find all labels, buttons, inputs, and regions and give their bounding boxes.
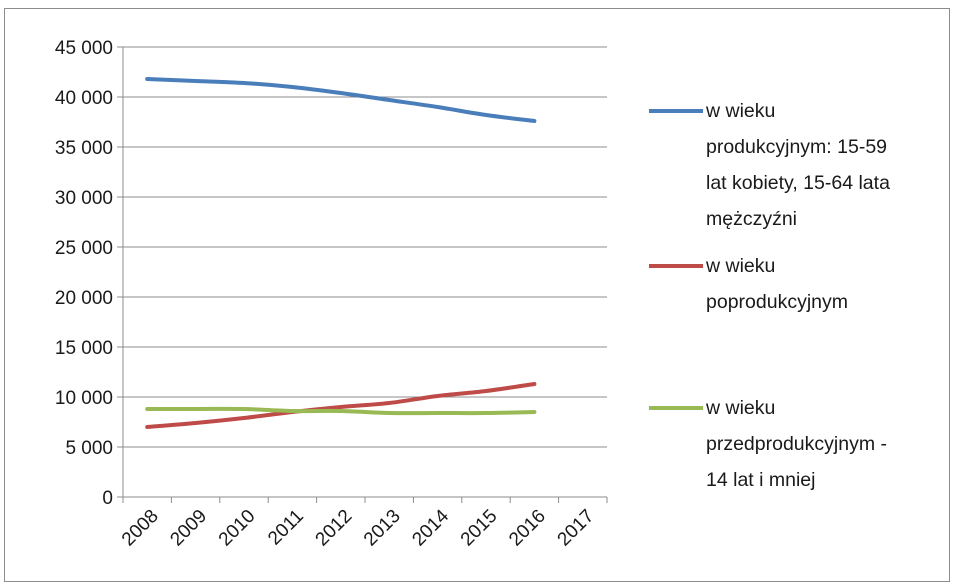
legend-label-2: w wieku [705,397,775,419]
legend-label-1: poprodukcyjnym [706,291,848,313]
y-tick-label: 5 000 [65,438,113,459]
legend-label-2: 14 lat i mniej [706,469,815,491]
legend-label-0: lat kobiety, 15-64 lata [706,172,890,194]
y-tick-label: 10 000 [55,388,113,409]
legend-label-1: w wieku [705,255,775,277]
x-tick-label: 2016 [505,506,550,551]
y-tick-label: 0 [102,488,113,509]
series-line-1 [145,382,537,429]
y-tick-label: 40 000 [55,88,113,109]
series-line-0 [145,77,537,123]
x-tick-label: 2008 [118,506,163,551]
y-axis-tick-labels: 0 5 000 10 000 15 000 20 000 25 000 30 000 35 0… [55,38,113,509]
y-tick-label: 45 000 [55,38,113,59]
x-tick-label: 2012 [312,506,357,551]
legend-label-0: mężczyźni [706,208,797,230]
x-tick-label: 2013 [360,506,405,551]
y-tick-label: 20 000 [55,288,113,309]
x-tick-label: 2014 [408,505,453,550]
legend-label-2: przedprodukcyjnym - [706,433,887,455]
legend-label-0: w wieku [705,100,775,122]
legend: w wieku produkcyjnym: 15-59 lat kobiety, 1… [649,100,890,491]
chart-frame: 0 5 000 10 000 15 000 20 000 25 000 30 000 35 0… [4,8,950,582]
gridlines [117,46,607,498]
y-tick-label: 15 000 [55,338,113,359]
x-tick-label: 2009 [166,506,211,551]
line-chart: 0 5 000 10 000 15 000 20 000 25 000 30 000 35 0… [55,38,890,551]
y-tick-label: 25 000 [55,238,113,259]
x-tick-label: 2015 [457,506,502,551]
series-lines [145,77,537,429]
y-tick-label: 35 000 [55,138,113,159]
y-tick-label: 30 000 [55,188,113,209]
x-tick-label: 2011 [264,506,308,550]
legend-label-0: produkcyjnym: 15-59 [706,136,887,158]
x-tick-label: 2017 [554,506,599,551]
x-tick-label: 2010 [215,506,260,551]
